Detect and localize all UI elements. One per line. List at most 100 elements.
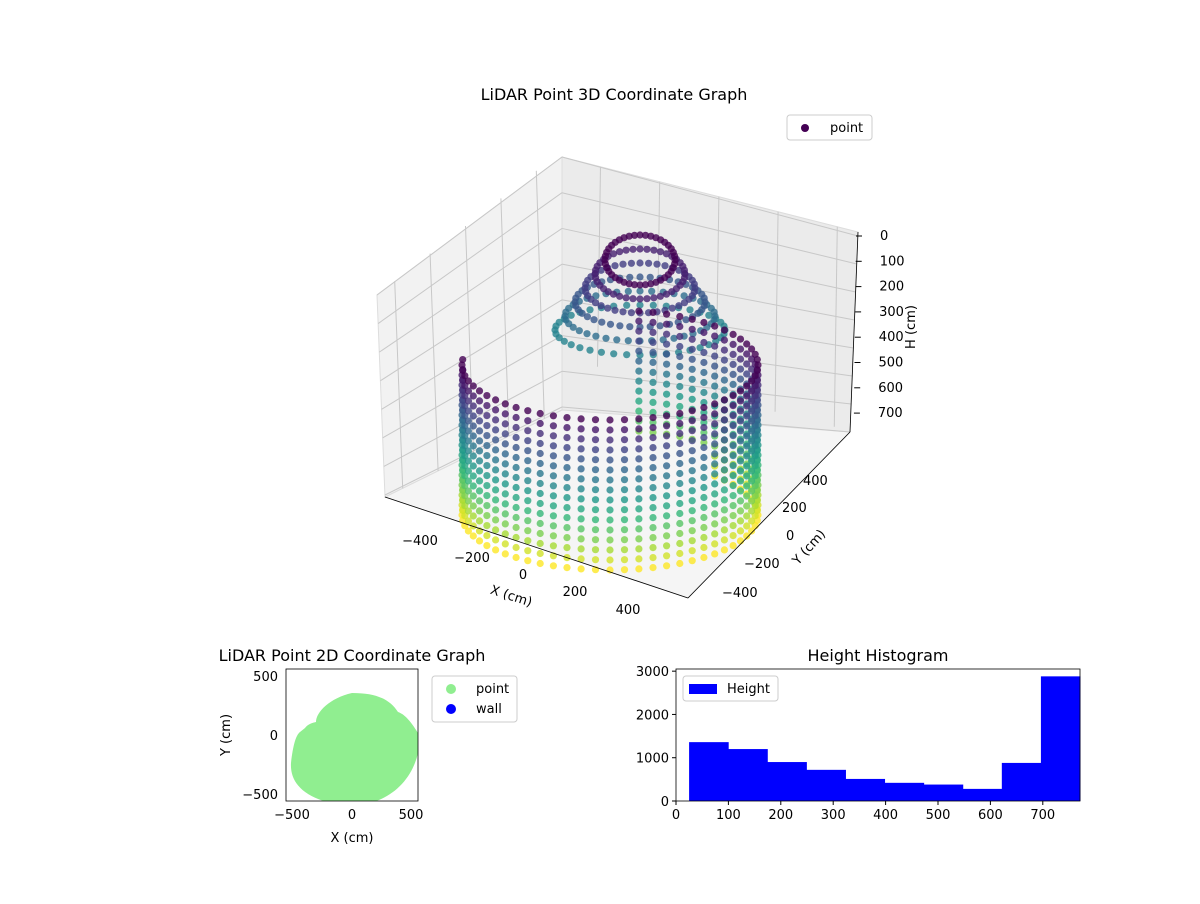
y-tick: 2000	[636, 708, 669, 723]
data-point	[643, 295, 651, 303]
data-point	[635, 307, 643, 315]
data-point	[694, 309, 702, 317]
data-point	[650, 294, 658, 302]
data-point	[464, 527, 472, 535]
data-point	[748, 527, 756, 535]
data-point	[646, 273, 654, 281]
data-point	[686, 306, 694, 314]
data-point	[736, 477, 745, 485]
data-point	[591, 466, 600, 474]
data-point	[688, 547, 696, 555]
data-point	[469, 522, 477, 530]
data-point	[736, 457, 745, 465]
data-point	[512, 543, 520, 552]
z-tick: 400	[879, 330, 904, 345]
data-point	[536, 459, 544, 468]
data-point	[648, 287, 656, 295]
data-point	[475, 537, 484, 545]
data-point	[649, 308, 657, 316]
data-point	[512, 523, 520, 532]
data-point	[524, 457, 532, 465]
data-point	[598, 318, 606, 326]
data-point	[748, 407, 756, 415]
data-point	[700, 443, 708, 452]
data-point	[736, 507, 745, 515]
data-point	[563, 534, 571, 542]
data-point	[748, 487, 756, 495]
data-point	[649, 408, 657, 416]
grid-line	[500, 198, 510, 437]
data-point	[512, 533, 520, 542]
data-point	[536, 479, 544, 488]
data-point	[661, 262, 669, 270]
data-point	[606, 536, 614, 544]
data-point	[483, 502, 491, 510]
x-tick: 300	[821, 808, 846, 823]
data-point	[591, 436, 600, 444]
data-point	[720, 436, 729, 444]
data-point	[649, 444, 657, 452]
data-point	[729, 330, 737, 338]
data-point	[464, 507, 472, 515]
data-point	[743, 350, 751, 358]
data-point	[563, 454, 571, 462]
data-point	[501, 420, 509, 428]
data-point	[688, 427, 696, 435]
data-point	[492, 506, 500, 514]
data-point	[576, 344, 584, 352]
x-axis-label: X (cm)	[488, 583, 534, 611]
plot-histogram: Height Histogram 0 100 200 300 400 500 600 700 0…	[636, 646, 1081, 823]
data-point	[563, 504, 571, 512]
data-point	[668, 304, 676, 312]
data-point	[464, 407, 472, 415]
data-point	[591, 526, 600, 534]
data-point	[700, 418, 708, 427]
data-point	[591, 516, 600, 524]
data-point	[700, 523, 708, 532]
data-point	[720, 496, 729, 504]
data-point	[459, 356, 467, 364]
data-point	[464, 417, 472, 425]
data-point	[743, 370, 751, 378]
data-point	[720, 386, 729, 394]
data-point	[649, 564, 657, 572]
data-point	[483, 452, 491, 460]
data-point	[606, 516, 614, 524]
data-point	[492, 406, 500, 414]
data-point	[549, 512, 558, 520]
data-point	[729, 532, 737, 540]
data-point	[748, 467, 756, 475]
data-point	[464, 387, 472, 395]
data-point	[649, 474, 657, 482]
data-point	[688, 355, 696, 363]
data-point	[636, 295, 644, 303]
x-tick: 400	[616, 603, 641, 618]
data-point	[549, 482, 558, 490]
data-point	[720, 416, 729, 424]
data-point	[688, 407, 696, 415]
data-point	[700, 388, 708, 397]
data-point	[464, 487, 472, 495]
data-point	[663, 370, 671, 378]
data-point	[729, 452, 737, 460]
data-point	[663, 552, 671, 560]
data-point	[649, 301, 657, 309]
data-point	[736, 437, 745, 445]
grid-line	[535, 170, 545, 419]
data-point	[549, 442, 558, 450]
data-point	[636, 287, 644, 295]
data-point	[536, 409, 544, 418]
data-point	[555, 334, 563, 342]
data-point	[748, 447, 756, 455]
histogram-bar	[728, 749, 768, 801]
data-point	[635, 377, 643, 385]
data-point	[469, 382, 477, 390]
data-point	[577, 455, 585, 463]
data-point	[492, 536, 500, 544]
data-point	[604, 304, 612, 312]
data-point	[464, 427, 472, 435]
data-point	[492, 436, 500, 444]
x-tick: 0	[348, 808, 356, 823]
data-point	[591, 416, 600, 424]
data-point	[649, 338, 657, 346]
